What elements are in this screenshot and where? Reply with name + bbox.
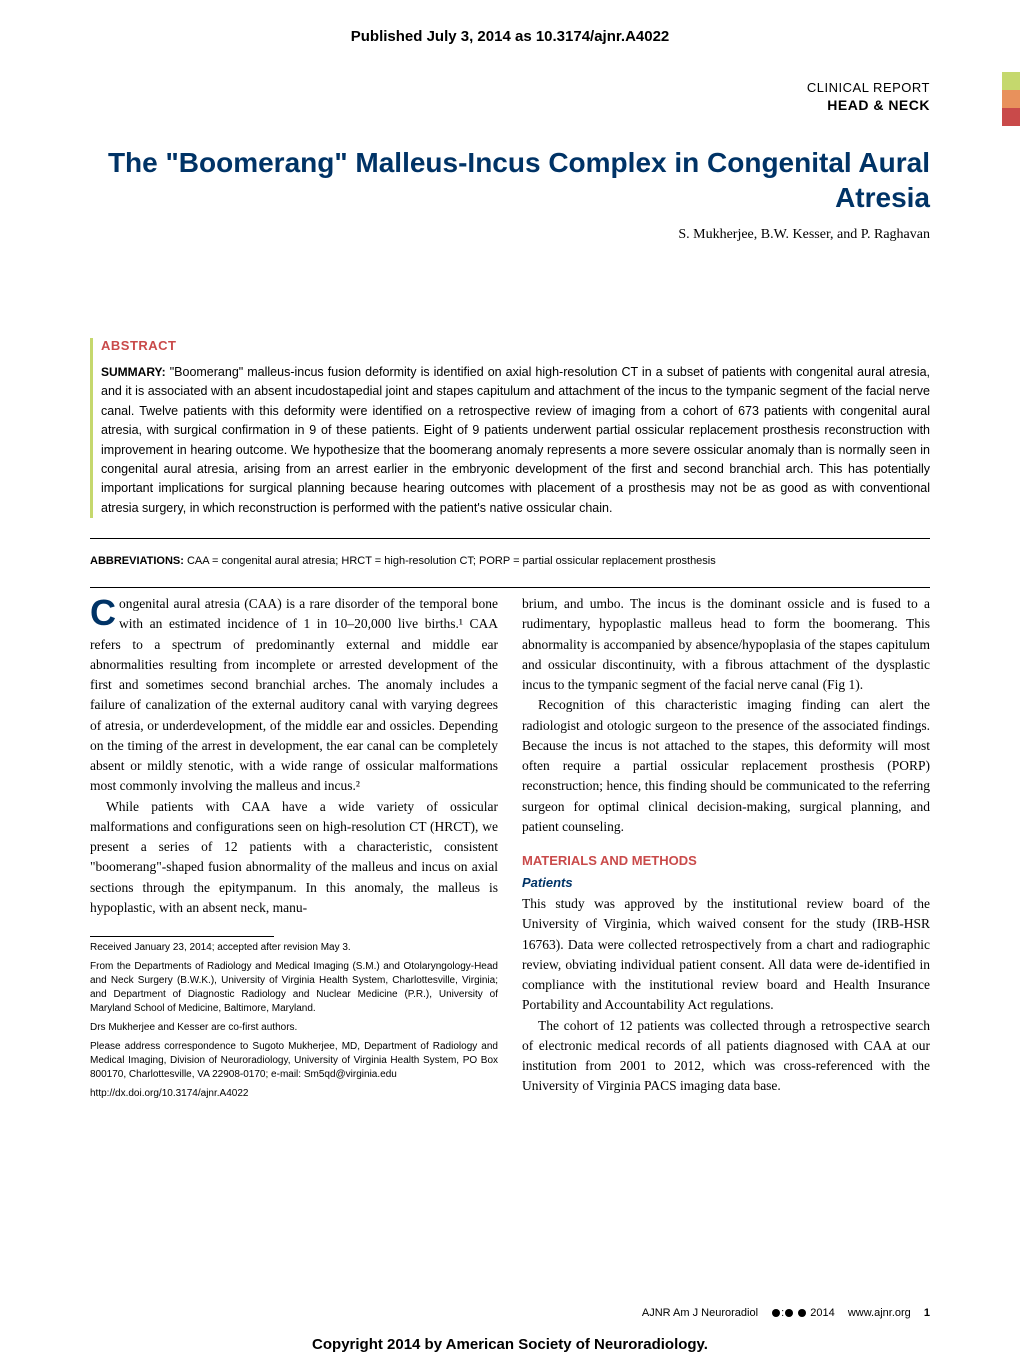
author-list: S. Mukherjee, B.W. Kesser, and P. Raghav…: [90, 227, 930, 243]
section-name: HEAD & NECK: [90, 97, 930, 113]
footer-site: www.ajnr.org: [848, 1307, 911, 1319]
edge-bar-3: [1002, 108, 1020, 126]
footnote-divider: [90, 936, 274, 937]
edge-bar-2: [1002, 90, 1020, 108]
publication-banner: Published July 3, 2014 as 10.3174/ajnr.A…: [90, 28, 930, 45]
edge-color-bars: [1002, 72, 1020, 126]
edge-bar-1: [1002, 72, 1020, 90]
footer-journal: AJNR Am J Neuroradiol: [642, 1307, 758, 1319]
footnote-received: Received January 23, 2014; accepted afte…: [90, 941, 498, 955]
body-paragraph: The cohort of 12 patients was collected …: [522, 1016, 930, 1097]
body-paragraph: This study was approved by the instituti…: [522, 894, 930, 1016]
article-title: The "Boomerang" Malleus-Incus Complex in…: [90, 145, 930, 215]
page-footer: AJNR Am J Neuroradiol : 2014 www.ajnr.or…: [642, 1307, 930, 1319]
footer-issue-marker: :: [771, 1307, 794, 1319]
abbreviations-divider-bottom: [90, 587, 930, 588]
dropcap: C: [90, 598, 116, 629]
footer-year: 2014: [797, 1307, 835, 1319]
abbreviations-text: CAA = congenital aural atresia; HRCT = h…: [187, 555, 716, 567]
copyright-banner: Copyright 2014 by American Society of Ne…: [0, 1336, 1020, 1353]
footer-year-text: 2014: [810, 1307, 834, 1319]
section-heading-materials: MATERIALS AND METHODS: [522, 851, 930, 871]
abstract-heading: ABSTRACT: [101, 338, 930, 353]
abstract-text: SUMMARY: "Boomerang" malleus-incus fusio…: [101, 363, 930, 518]
abstract-body: "Boomerang" malleus-incus fusion deformi…: [101, 365, 930, 515]
body-paragraph: Recognition of this characteristic imagi…: [522, 695, 930, 837]
footnote-correspondence: Please address correspondence to Sugoto …: [90, 1040, 498, 1082]
abstract-block: ABSTRACT SUMMARY: "Boomerang" malleus-in…: [90, 338, 930, 518]
abbreviations-line: ABBREVIATIONS: CAA = congenital aural at…: [90, 555, 930, 567]
body-columns: Congenital aural atresia (CAA) is a rare…: [90, 594, 930, 1106]
abbreviations-divider: [90, 538, 930, 539]
body-paragraph: While patients with CAA have a wide vari…: [90, 797, 498, 919]
header-section: CLINICAL REPORT HEAD & NECK The "Boomera…: [90, 80, 930, 243]
abbreviations-label: ABBREVIATIONS:: [90, 555, 184, 567]
body-paragraph: brium, and umbo. The incus is the domina…: [522, 594, 930, 695]
subsection-heading-patients: Patients: [522, 873, 930, 893]
footer-page-number: 1: [924, 1307, 930, 1319]
footnote-doi: http://dx.doi.org/10.3174/ajnr.A4022: [90, 1087, 498, 1101]
report-type: CLINICAL REPORT: [90, 80, 930, 95]
body-text: ongenital aural atresia (CAA) is a rare …: [90, 596, 498, 793]
right-column: brium, and umbo. The incus is the domina…: [522, 594, 930, 1106]
footnotes: Received January 23, 2014; accepted afte…: [90, 936, 498, 1101]
left-column: Congenital aural atresia (CAA) is a rare…: [90, 594, 498, 1106]
body-paragraph: Congenital aural atresia (CAA) is a rare…: [90, 594, 498, 797]
footnote-affiliations: From the Departments of Radiology and Me…: [90, 960, 498, 1016]
summary-label: SUMMARY:: [101, 365, 166, 379]
footnote-cofirst: Drs Mukherjee and Kesser are co-first au…: [90, 1021, 498, 1035]
